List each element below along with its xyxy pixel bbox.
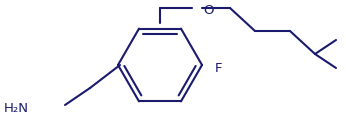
Text: F: F [215,62,222,75]
Text: H₂N: H₂N [4,101,29,115]
Text: O: O [203,3,213,16]
